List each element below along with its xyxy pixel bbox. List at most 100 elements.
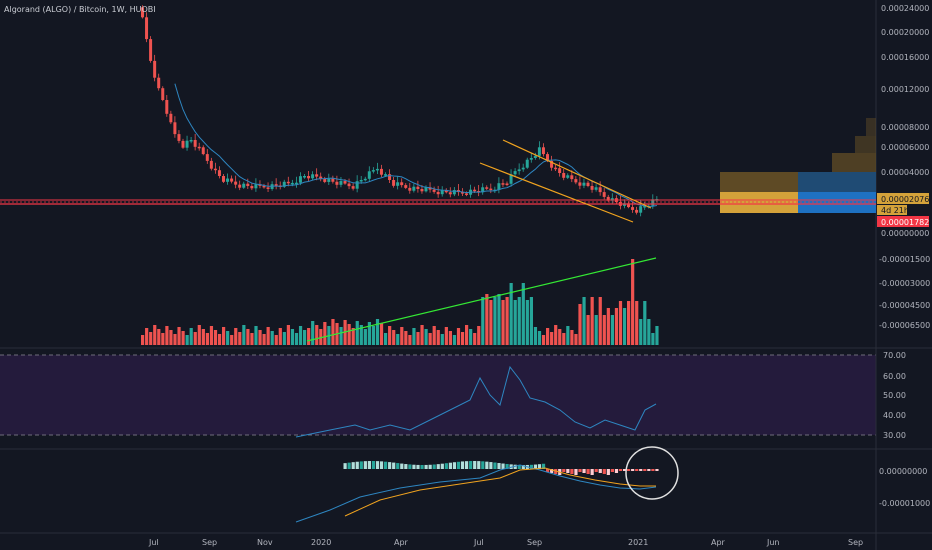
candle	[388, 174, 392, 180]
candle	[319, 176, 323, 179]
time-tick: Sep	[527, 538, 542, 547]
volume-bar	[254, 326, 258, 345]
candle	[416, 186, 420, 189]
candle	[546, 154, 549, 161]
macd-bar	[448, 462, 452, 469]
rsi-tick: 70.00	[883, 351, 906, 360]
volume-trendline[interactable]	[306, 257, 657, 342]
volume-bar	[631, 259, 635, 345]
volume-bar	[209, 326, 214, 345]
candle	[566, 175, 570, 178]
volume-bar	[379, 323, 384, 345]
candle	[627, 203, 630, 208]
candle	[375, 168, 379, 171]
position-box-blue	[798, 192, 876, 213]
volume-bar	[505, 297, 509, 345]
candle	[384, 174, 387, 176]
candle	[578, 182, 582, 186]
macd-bar	[529, 464, 533, 469]
trendline-upper[interactable]	[502, 139, 652, 209]
candle	[327, 178, 331, 182]
candle	[222, 176, 225, 182]
macd-bar	[489, 462, 493, 469]
price-axis[interactable]: 0.00024000 0.00020000 0.00016000 0.00012…	[877, 4, 929, 238]
candle	[177, 134, 181, 141]
candle	[363, 178, 367, 181]
candle	[408, 187, 412, 191]
volume-bar	[404, 331, 408, 345]
macd-bar	[493, 462, 497, 469]
rsi-axis[interactable]: 70.00 60.00 50.00 40.00 30.00	[883, 351, 906, 440]
candle	[586, 182, 590, 186]
candle	[157, 77, 161, 89]
candle	[639, 206, 643, 213]
candle	[602, 192, 606, 197]
highlight-circle[interactable]	[625, 446, 679, 500]
volume-bar	[181, 331, 185, 345]
macd-bar	[388, 462, 392, 469]
rsi-tick: 40.00	[883, 411, 906, 420]
candle	[331, 178, 335, 182]
macd-bar	[440, 463, 444, 469]
candle	[347, 183, 351, 187]
macd-bar	[392, 462, 396, 469]
volume-bar	[189, 328, 193, 345]
volume-bar	[205, 333, 209, 345]
candle	[242, 183, 246, 188]
volume-bar	[359, 325, 363, 345]
volume-bar	[408, 335, 412, 345]
volume-bar	[473, 333, 477, 345]
candle	[610, 198, 614, 201]
macd-bar	[396, 463, 400, 469]
macd-bar	[610, 469, 614, 472]
candle	[598, 187, 602, 193]
volume-bar	[517, 297, 521, 345]
time-tick: Jul	[473, 538, 484, 547]
candle	[311, 174, 315, 179]
trendline-lower[interactable]	[479, 162, 634, 223]
candle	[465, 193, 468, 195]
candle	[570, 175, 574, 180]
time-tick: Apr	[711, 538, 726, 547]
candle	[412, 186, 416, 191]
macd-bar	[643, 469, 647, 471]
volume-bar	[347, 324, 351, 345]
volume-bar	[169, 330, 173, 345]
macd-bar	[586, 469, 590, 474]
volume-bar	[388, 326, 392, 345]
candle	[537, 147, 541, 156]
volume-bar	[452, 335, 457, 345]
candle	[452, 190, 456, 195]
volume-bar	[420, 325, 424, 345]
countdown-badge	[877, 205, 907, 215]
volume-bar	[481, 297, 485, 345]
volume-bar	[606, 308, 610, 345]
candle	[497, 183, 501, 190]
volume-bar	[262, 334, 266, 345]
macd-axis[interactable]: 0.00000000 -0.00001000	[879, 467, 930, 508]
candle	[197, 146, 201, 149]
volume-bar	[242, 325, 246, 345]
time-axis[interactable]: Jul Sep Nov 2020 Apr Jul Sep 2021 Apr Ju…	[148, 538, 863, 547]
volume-bar	[250, 333, 254, 345]
volume-bar	[185, 335, 189, 345]
volume-bar	[323, 322, 327, 345]
volume-bar	[493, 297, 497, 345]
current-price-badge	[877, 193, 929, 204]
volume-bar	[469, 329, 473, 345]
volume-bar	[286, 325, 290, 345]
price-tick: 0.00004000	[881, 168, 929, 177]
volume-bar	[436, 330, 440, 345]
volume-axis[interactable]: -0.00001500 -0.00003000 -0.00004500 -0.0…	[879, 255, 930, 330]
candle	[501, 183, 505, 185]
candle	[145, 17, 149, 40]
candle	[371, 170, 375, 172]
candle	[359, 180, 363, 182]
volume-bar	[197, 325, 201, 345]
macd-bar	[371, 461, 376, 469]
macd-line	[295, 464, 657, 523]
candle	[315, 174, 319, 177]
candle	[258, 184, 262, 186]
volume-bar	[157, 329, 161, 345]
